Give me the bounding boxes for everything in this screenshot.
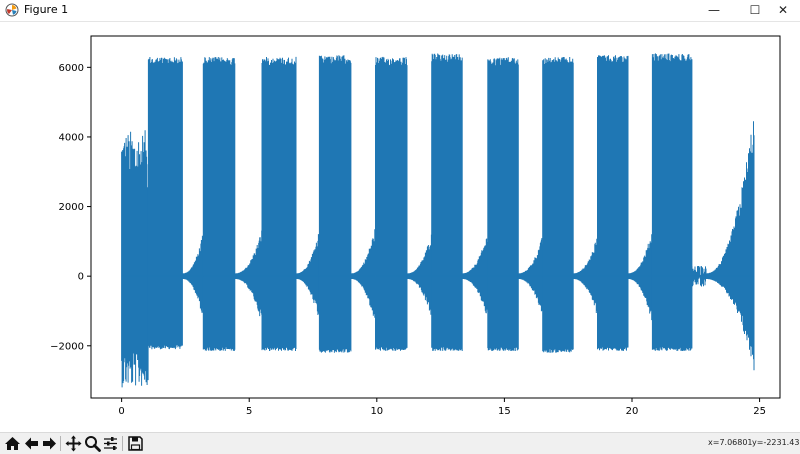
signal-burst-0 <box>121 130 149 388</box>
signal-burst-15 <box>542 57 574 353</box>
y-tick-label: 0 <box>78 272 84 283</box>
signal-burst-1 <box>147 57 183 350</box>
cursor-y-readout: y=-2231.43 <box>752 438 800 447</box>
signal-burst-11 <box>431 53 463 351</box>
matplotlib-logo-icon <box>5 3 19 17</box>
signal-burst-14 <box>517 238 543 312</box>
signal-series <box>121 53 755 388</box>
signal-burst-5 <box>261 56 297 351</box>
y-tick-label: 4000 <box>59 132 84 143</box>
toolbar-separator <box>60 436 61 451</box>
signal-burst-2 <box>182 235 204 313</box>
x-tick-label: 20 <box>626 406 639 417</box>
home-icon[interactable] <box>3 434 22 453</box>
forward-arrow-icon[interactable] <box>40 434 59 453</box>
x-tick-label: 15 <box>498 406 511 417</box>
signal-burst-6 <box>295 234 320 315</box>
save-icon[interactable] <box>126 434 145 453</box>
y-tick-label: −2000 <box>50 341 84 352</box>
back-arrow-icon[interactable] <box>22 434 41 453</box>
navigation-toolbar: x=7.06801 y=-2231.43 <box>0 432 800 454</box>
figure-canvas[interactable]: 0 5 10 15 20 25 −2000 0 2000 4000 6000 <box>0 22 800 432</box>
signal-burst-3 <box>202 57 236 351</box>
close-button[interactable]: ✕ <box>777 3 789 17</box>
x-tick-label: 5 <box>246 406 252 417</box>
x-tick-label: 10 <box>370 406 383 417</box>
signal-burst-18 <box>627 234 653 321</box>
window-titlebar: Figure 1 — ☐ ✕ <box>0 0 800 22</box>
axes-frame <box>90 35 781 399</box>
x-axis-ticks: 0 5 10 15 20 25 <box>118 398 766 417</box>
chart: 0 5 10 15 20 25 −2000 0 2000 4000 6000 <box>50 35 781 417</box>
signal-burst-13 <box>487 57 519 351</box>
signal-burst-8 <box>350 229 376 318</box>
zoom-icon[interactable] <box>83 434 102 453</box>
toolbar-separator <box>122 436 123 451</box>
signal-burst-21 <box>705 121 755 371</box>
x-tick-label: 25 <box>753 406 766 417</box>
maximize-button[interactable]: ☐ <box>749 3 761 17</box>
x-tick-label: 0 <box>118 406 124 417</box>
y-axis-ticks: −2000 0 2000 4000 6000 <box>50 63 91 352</box>
signal-burst-19 <box>651 53 693 351</box>
window-title: Figure 1 <box>24 3 69 16</box>
y-tick-label: 2000 <box>59 202 84 213</box>
cursor-x-readout: x=7.06801 <box>708 438 753 447</box>
signal-burst-4 <box>234 230 263 317</box>
signal-burst-9 <box>375 56 408 351</box>
signal-burst-7 <box>318 55 352 353</box>
subplots-config-icon[interactable] <box>101 434 120 453</box>
minimize-button[interactable]: — <box>708 3 720 17</box>
y-tick-label: 6000 <box>59 63 84 74</box>
signal-burst-17 <box>597 55 629 351</box>
pan-icon[interactable] <box>64 434 83 453</box>
signal-burst-10 <box>406 234 432 315</box>
